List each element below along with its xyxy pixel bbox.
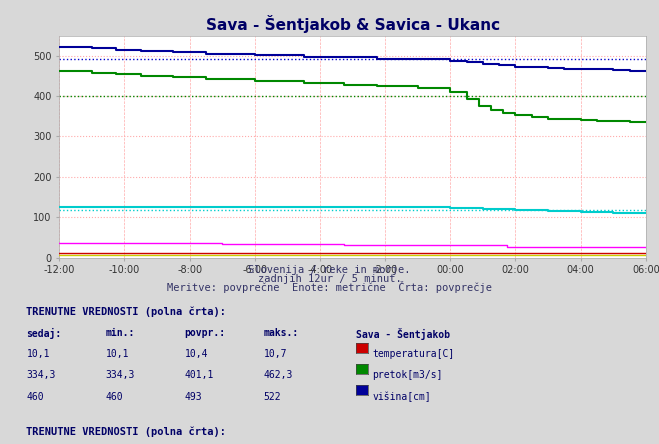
Text: Slovenija / reke in morje.: Slovenija / reke in morje. xyxy=(248,265,411,275)
Text: temperatura[C]: temperatura[C] xyxy=(372,349,455,359)
Text: pretok[m3/s]: pretok[m3/s] xyxy=(372,370,443,381)
Text: 493: 493 xyxy=(185,392,202,402)
Text: Meritve: povprečne  Enote: metrične  Črta: povprečje: Meritve: povprečne Enote: metrične Črta:… xyxy=(167,281,492,293)
Text: 460: 460 xyxy=(105,392,123,402)
Text: 10,4: 10,4 xyxy=(185,349,208,359)
Text: 460: 460 xyxy=(26,392,44,402)
Text: zadnjih 12ur / 5 minut.: zadnjih 12ur / 5 minut. xyxy=(258,274,401,284)
Text: 334,3: 334,3 xyxy=(105,370,135,381)
Title: Sava - Šentjakob & Savica - Ukanc: Sava - Šentjakob & Savica - Ukanc xyxy=(206,15,500,33)
Text: 401,1: 401,1 xyxy=(185,370,214,381)
Text: 334,3: 334,3 xyxy=(26,370,56,381)
Text: 10,1: 10,1 xyxy=(105,349,129,359)
Text: povpr.:: povpr.: xyxy=(185,328,225,338)
Text: maks.:: maks.: xyxy=(264,328,299,338)
Text: Sava - Šentjakob: Sava - Šentjakob xyxy=(356,328,450,340)
Text: TRENUTNE VREDNOSTI (polna črta):: TRENUTNE VREDNOSTI (polna črta): xyxy=(26,306,226,317)
Text: 10,1: 10,1 xyxy=(26,349,50,359)
Text: TRENUTNE VREDNOSTI (polna črta):: TRENUTNE VREDNOSTI (polna črta): xyxy=(26,426,226,437)
Text: 522: 522 xyxy=(264,392,281,402)
Text: višina[cm]: višina[cm] xyxy=(372,392,431,402)
Text: 10,7: 10,7 xyxy=(264,349,287,359)
Text: 462,3: 462,3 xyxy=(264,370,293,381)
Text: min.:: min.: xyxy=(105,328,135,338)
Text: sedaj:: sedaj: xyxy=(26,328,61,339)
